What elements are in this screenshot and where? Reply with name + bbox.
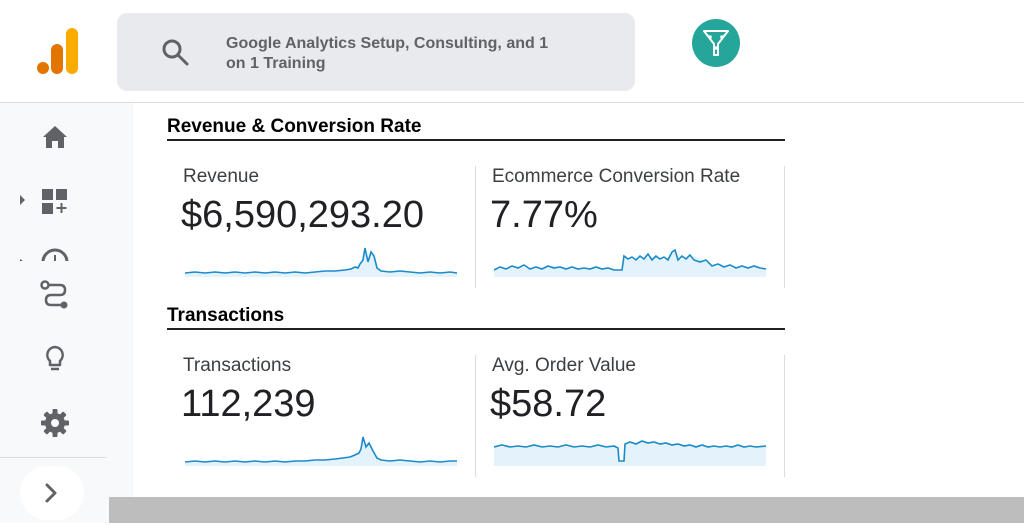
- customization-icon: [20, 189, 67, 214]
- analytics-logo-icon[interactable]: [36, 26, 82, 78]
- collapse-sidebar-button[interactable]: [20, 466, 84, 520]
- section-rule: [167, 139, 785, 141]
- card-divider: [784, 355, 785, 477]
- card-divider: [475, 355, 476, 477]
- left-sidebar: [0, 103, 133, 523]
- funnel-icon: [703, 30, 729, 56]
- metric-label: Avg. Order Value: [492, 355, 636, 376]
- sparkline-revenue: [185, 247, 458, 277]
- metric-label: Revenue: [183, 166, 260, 187]
- metric-card-transactions[interactable]: Transactions 112,239: [167, 355, 457, 477]
- clock-icon: [20, 248, 69, 261]
- search-icon: [160, 37, 190, 67]
- nav-reports[interactable]: [14, 183, 74, 223]
- card-divider: [784, 166, 785, 288]
- horizontal-scrollbar[interactable]: [109, 497, 1024, 523]
- sparkline-avg-order-value: [494, 440, 767, 466]
- sparkline-transactions: [185, 436, 457, 466]
- card-divider: [475, 166, 476, 288]
- sparkline-conversion-rate: [494, 248, 767, 277]
- metric-card-conversion-rate[interactable]: Ecommerce Conversion Rate 7.77%: [476, 166, 767, 288]
- metric-card-avg-order-value[interactable]: Avg. Order Value $58.72: [476, 355, 767, 477]
- section-rule: [167, 328, 785, 330]
- home-icon: [43, 126, 67, 148]
- flow-icon: [40, 280, 68, 309]
- section-title-transactions: Transactions: [167, 305, 285, 326]
- nav-insights[interactable]: [35, 339, 75, 379]
- metric-label: Transactions: [183, 355, 292, 376]
- metric-label: Ecommerce Conversion Rate: [492, 166, 741, 187]
- account-avatar[interactable]: [692, 19, 740, 67]
- lightbulb-icon: [46, 345, 64, 371]
- metric-value: 112,239: [181, 383, 316, 425]
- section-title-revenue: Revenue & Conversion Rate: [167, 116, 422, 137]
- search-box[interactable]: Google Analytics Setup, Consulting, and …: [117, 13, 635, 91]
- nav-realtime[interactable]: [14, 245, 74, 261]
- metric-card-revenue[interactable]: Revenue $6,590,293.20: [167, 166, 458, 288]
- nav-admin[interactable]: [35, 403, 75, 443]
- nav-flow[interactable]: [36, 275, 76, 315]
- sidebar-divider: [0, 457, 106, 458]
- top-header: Google Analytics Setup, Consulting, and …: [0, 0, 1024, 103]
- metric-value: $58.72: [490, 383, 607, 425]
- gear-icon: [41, 409, 69, 437]
- metric-value: $6,590,293.20: [181, 194, 425, 236]
- search-text[interactable]: Google Analytics Setup, Consulting, and …: [226, 35, 549, 72]
- chevron-right-icon: [45, 483, 57, 503]
- metric-value: 7.77%: [490, 194, 598, 236]
- nav-home[interactable]: [35, 118, 75, 158]
